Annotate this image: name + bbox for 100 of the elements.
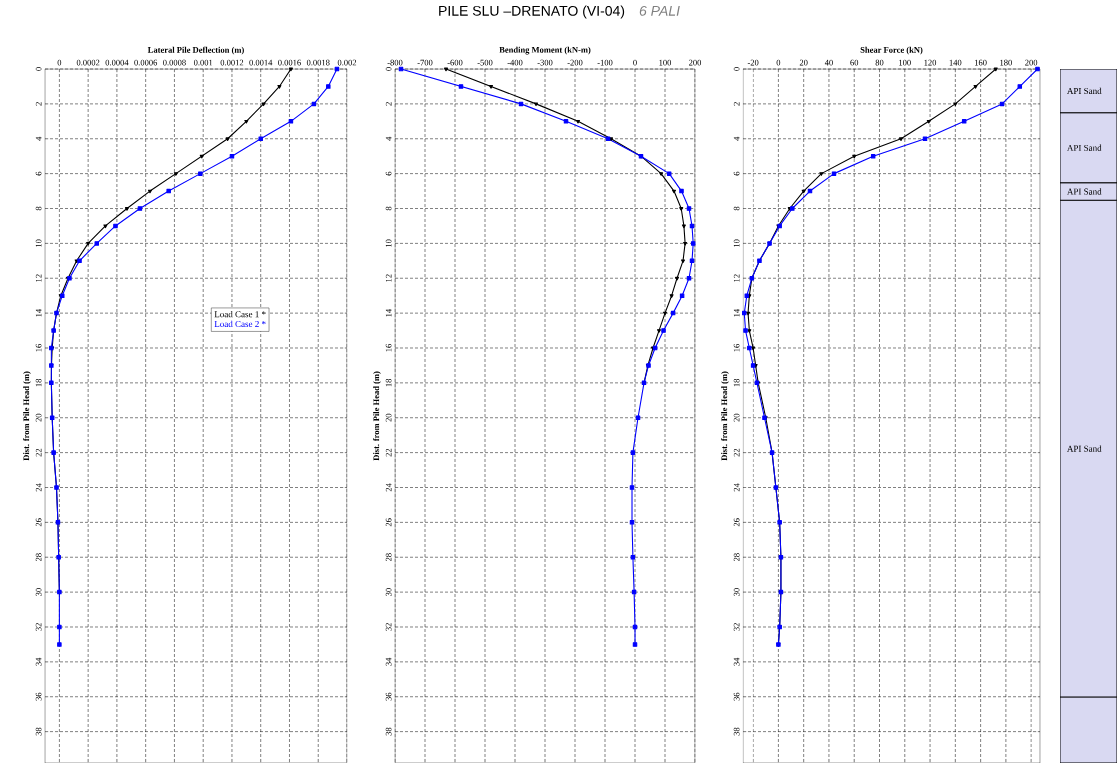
y-tick-label: 30 [733,588,740,596]
x-tick-label: 0.0012 [220,59,244,66]
x-tick-label: -100 [597,59,613,66]
y-tick-label: 2 [733,102,740,106]
y-tick-label: 14 [733,308,740,317]
y-tick-label: 28 [733,553,740,561]
x-tick-label: -20 [747,59,759,66]
x-tick-label: 160 [974,59,987,66]
y-tick-label: 16 [733,343,740,352]
y-tick-label: 10 [35,239,42,247]
x-tick-label: 0.0018 [306,59,330,66]
y-tick-label: 30 [385,588,392,596]
x-tick-label: 0.0002 [76,59,100,66]
y-tick-label: 22 [733,448,740,457]
x-tick-label: 0.0004 [105,59,129,66]
x-tick-label: 60 [850,59,859,66]
y-tick-label: 14 [385,308,392,317]
y-tick-label: 20 [733,413,740,422]
x-tick-label: -300 [537,59,553,66]
x-axis-title: Bending Moment (kN-m) [499,46,591,55]
x-tick-label: 0.0006 [134,59,158,66]
y-tick-label: 38 [385,727,392,736]
y-tick-label: 14 [35,308,42,317]
y-tick-label: 0 [35,67,42,71]
y-axis-title: Dist. from Pile Head (m) [721,371,729,461]
y-tick-label: 36 [35,692,42,701]
y-tick-label: 24 [35,483,42,492]
y-tick-label: 26 [385,518,392,527]
y-tick-label: 36 [385,692,392,701]
y-tick-label: 0 [733,67,740,71]
x-tick-label: 100 [899,59,911,66]
x-tick-label: 180 [1000,59,1012,66]
y-tick-label: 12 [385,274,392,282]
x-tick-label: 0 [776,59,781,66]
y-tick-label: 2 [35,102,42,106]
y-tick-label: 8 [733,206,740,211]
y-tick-label: 32 [35,623,42,631]
y-tick-label: 34 [385,657,392,666]
x-tick-label: 0 [57,59,62,66]
y-tick-label: 6 [733,171,740,176]
x-tick-label: 120 [924,59,937,66]
x-tick-label: -700 [417,59,433,66]
x-tick-label: 100 [659,59,672,66]
x-tick-label: 80 [875,59,884,66]
x-tick-label: 0.0016 [278,59,301,66]
y-tick-label: 34 [35,657,42,666]
y-tick-label: 8 [385,206,392,211]
y-tick-label: 12 [35,274,42,282]
y-axis-title: Dist. from Pile Head (m) [373,371,381,461]
y-tick-label: 30 [35,588,42,596]
x-tick-label: -600 [447,59,463,66]
y-tick-label: 32 [733,623,740,631]
y-tick-label: 8 [35,206,42,211]
text: Load Case 2 * [214,320,266,327]
x-tick-label: 0 [633,59,637,66]
series-label: API Sand [1067,445,1102,452]
y-tick-label: 18 [385,378,392,387]
y-tick-label: 20 [385,413,392,422]
x-tick-label: 200 [1025,59,1038,66]
y-tick-label: 6 [385,171,392,176]
y-tick-label: 6 [35,171,42,176]
y-tick-label: 38 [733,727,740,736]
y-tick-label: 18 [733,378,740,387]
y-tick-label: 2 [385,102,392,106]
x-tick-label: 200 [689,59,702,66]
y-tick-label: 12 [733,274,740,282]
y-tick-label: 20 [35,413,42,422]
x-tick-label: 0.002 [337,59,357,66]
y-axis-title: Dist. from Pile Head (m) [23,371,31,461]
x-axis-title: Shear Force (kN) [860,46,923,55]
y-tick-label: 38 [35,727,42,736]
y-tick-label: 24 [385,483,392,492]
x-tick-label: 20 [799,59,808,66]
y-tick-label: 32 [385,623,392,631]
y-tick-label: 34 [733,657,740,666]
y-tick-label: 36 [733,692,740,701]
y-tick-label: 10 [385,239,392,247]
y-tick-label: 22 [35,448,42,457]
y-tick-label: 4 [385,136,392,141]
y-tick-label: 4 [35,136,42,141]
y-tick-label: 4 [733,136,740,141]
x-tick-label: -400 [507,59,523,66]
x-tick-label: -200 [567,59,583,66]
y-tick-label: 10 [733,239,740,247]
x-axis-title: Lateral Pile Deflection (m) [147,46,244,55]
y-tick-label: 26 [35,518,42,527]
y-tick-label: 28 [385,553,392,561]
chart-subtitle: 6 PALI [639,5,680,16]
x-tick-label: -800 [387,59,403,66]
x-tick-label: 0.0008 [163,59,186,66]
y-tick-label: 26 [733,518,740,527]
x-tick-label: 40 [824,59,833,66]
series-label: API Sand [1067,188,1102,195]
chart-title: PILE SLU –DRENATO (VI-04) [439,5,625,19]
x-tick-label: -500 [477,59,493,66]
y-tick-label: 16 [385,343,392,352]
y-tick-label: 22 [385,448,392,457]
text: Load Case 1 * [214,310,266,318]
y-tick-label: 24 [733,483,740,492]
y-tick-label: 28 [35,553,42,561]
